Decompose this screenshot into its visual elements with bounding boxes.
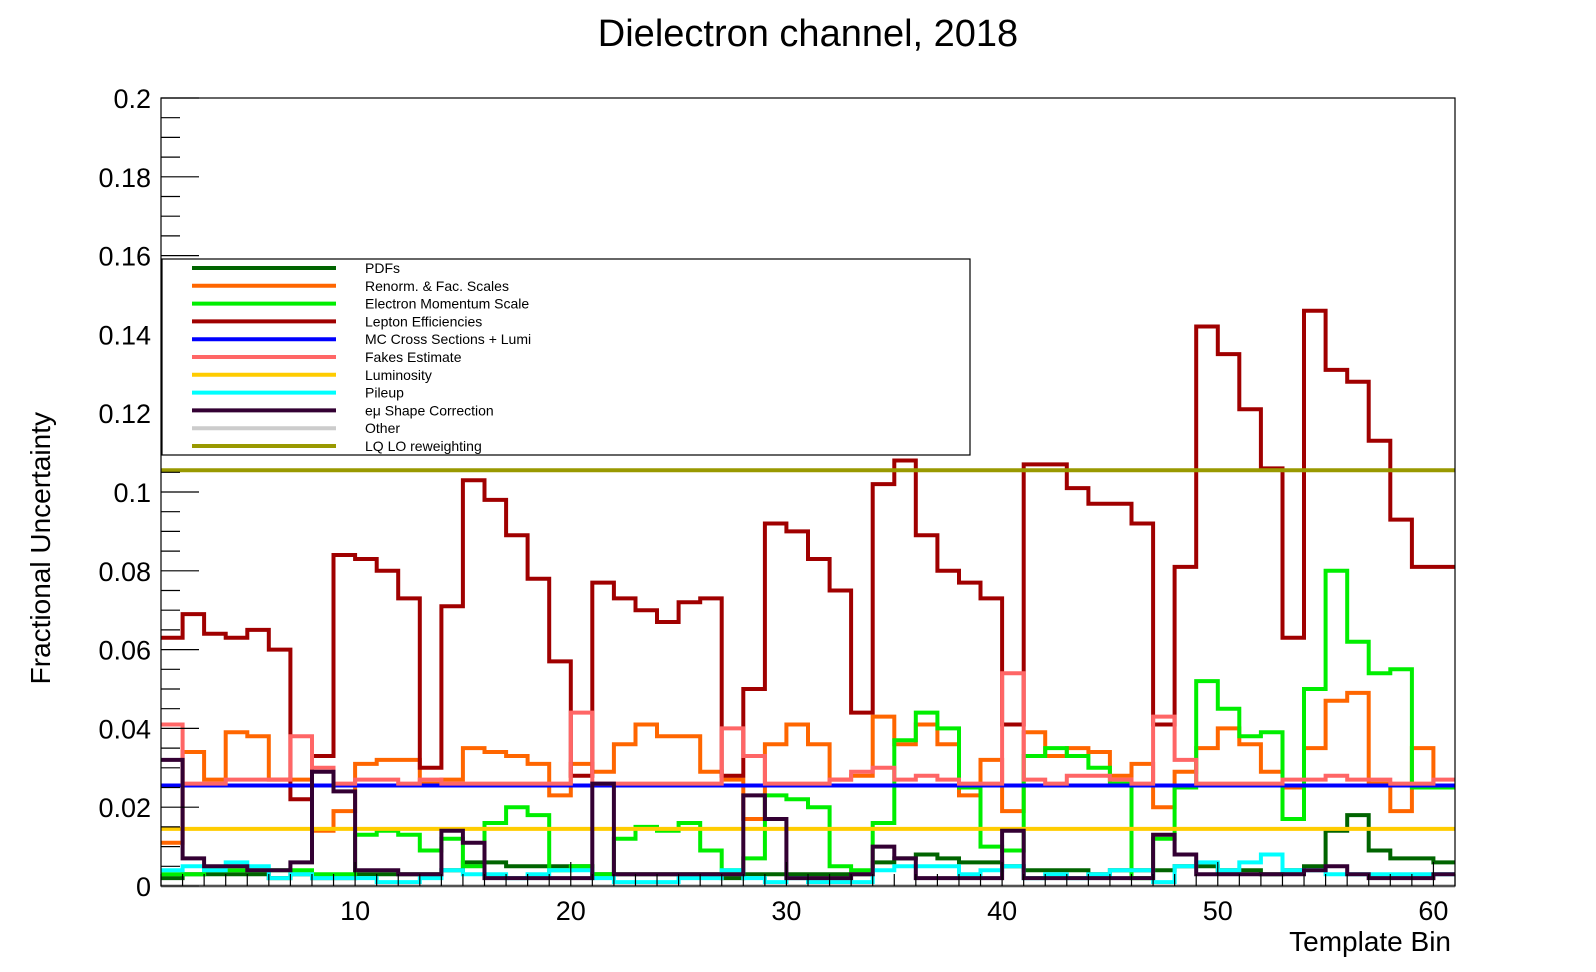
- y-tick-label: 0.06: [98, 636, 151, 666]
- y-tick-label: 0.1: [113, 478, 151, 508]
- legend-label: MC Cross Sections + Lumi: [365, 331, 531, 347]
- y-axis-title: Fractional Uncertainty: [25, 412, 56, 684]
- series-line-1: [161, 690, 1455, 845]
- legend-label: Lepton Efficiencies: [365, 313, 482, 329]
- legend-label: eμ Shape Correction: [365, 402, 494, 418]
- axes-layer: 0 0.02 0.04 0.06 0.08 0.1 0.12 0.14 0.16 0.18 0.2 1…: [98, 84, 1456, 926]
- chart-title: Dielectron channel, 2018: [598, 13, 1018, 55]
- x-tick-label: 10: [340, 896, 370, 926]
- series-line-5: [161, 671, 1455, 786]
- legend-label: Electron Momentum Scale: [365, 296, 529, 312]
- x-tick-label: 60: [1418, 896, 1448, 926]
- legend-label: Renorm. & Fac. Scales: [365, 278, 509, 294]
- series-line-3: [161, 308, 1455, 802]
- y-tick-label: 0: [136, 872, 151, 902]
- x-tick-label: 40: [987, 896, 1017, 926]
- y-tick-label: 0.2: [113, 84, 151, 114]
- legend: PDFs Renorm. & Fac. Scales Electron Moment…: [161, 258, 971, 456]
- legend-label: Pileup: [365, 385, 404, 401]
- legend-label: LQ LO reweighting: [365, 438, 482, 454]
- x-tick-label: 30: [771, 896, 801, 926]
- legend-label: Other: [365, 420, 400, 436]
- y-tick-label: 0.04: [98, 714, 151, 744]
- y-tick-label: 0.14: [98, 320, 151, 350]
- x-tick-label: 50: [1203, 896, 1233, 926]
- y-tick-label: 0.18: [98, 163, 151, 193]
- series-line-2: [161, 568, 1455, 881]
- legend-label: Fakes Estimate: [365, 349, 462, 365]
- legend-label: Luminosity: [365, 367, 432, 383]
- y-tick-label: 0.08: [98, 557, 151, 587]
- y-tick-label: 0.02: [98, 793, 151, 823]
- x-tick-label: 20: [556, 896, 586, 926]
- y-tick-label: 0.16: [98, 242, 151, 272]
- y-tick-label: 0.12: [98, 399, 151, 429]
- x-axis-title: Template Bin: [1289, 926, 1451, 957]
- legend-label: PDFs: [365, 260, 400, 276]
